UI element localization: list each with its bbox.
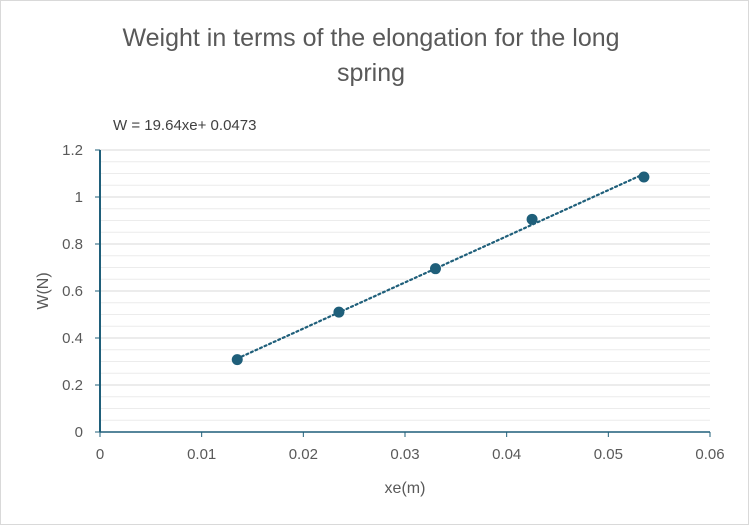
grid-lines <box>100 149 710 421</box>
x-tick-label: 0.02 <box>289 446 318 463</box>
trendline-equation: W = 19.64xe+ 0.0473 <box>113 117 256 134</box>
y-axis-title: W(N) <box>35 272 52 309</box>
x-tick-label: 0.01 <box>187 446 216 463</box>
y-tick-label: 0.4 <box>62 330 83 347</box>
y-tick-label: 0.8 <box>62 236 83 253</box>
x-tick-label: 0.05 <box>594 446 623 463</box>
y-tick-label: 0.2 <box>62 377 83 394</box>
axes <box>95 149 711 437</box>
data-point <box>526 213 538 225</box>
data-point <box>333 306 345 318</box>
x-tick-label: 0.06 <box>695 446 724 463</box>
data-points <box>231 171 650 366</box>
x-axis-title: xe(m) <box>385 480 426 497</box>
data-point <box>638 171 650 183</box>
y-tick-label: 1.2 <box>62 142 83 159</box>
chart-title-line-1: Weight in terms of the elongation for th… <box>122 24 619 52</box>
x-tick-label: 0.03 <box>390 446 419 463</box>
linear-trendline <box>236 172 646 360</box>
data-point <box>231 354 243 366</box>
y-tick-label: 0 <box>75 424 83 441</box>
trendline <box>236 172 646 360</box>
x-tick-label: 0.04 <box>492 446 521 463</box>
y-tick-label: 1 <box>75 189 83 206</box>
chart-title-line-2: spring <box>337 59 405 87</box>
data-point <box>430 263 441 275</box>
y-tick-label: 0.6 <box>62 283 83 300</box>
x-tick-label: 0 <box>96 446 104 463</box>
tick-labels: 0 0.01 0.02 0.03 0.04 0.05 0.06 0 0.2 0.4 0.6 0.8 1 1… <box>62 142 724 463</box>
